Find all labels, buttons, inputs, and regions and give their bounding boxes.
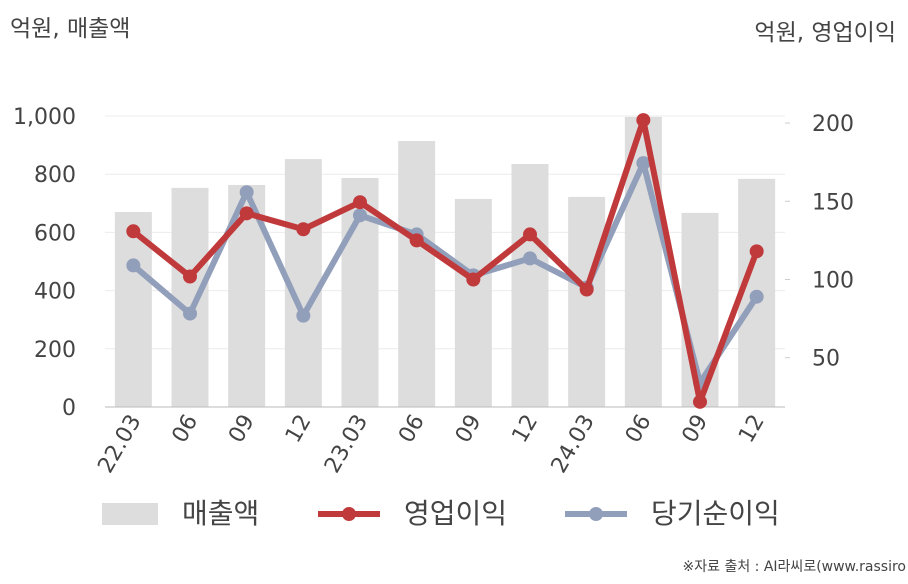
y-tick-label: 1,000	[13, 105, 76, 130]
point	[749, 289, 764, 304]
x-tick-label: 12	[508, 411, 544, 448]
point	[523, 251, 537, 266]
x-tick-label: 24.03	[547, 411, 600, 478]
point	[239, 185, 254, 200]
y-tick-label: 400	[34, 280, 76, 305]
bar	[568, 196, 606, 407]
line	[131, 160, 760, 386]
legend-label: 매출액	[182, 497, 259, 530]
y2-tick-label: 200	[812, 112, 854, 137]
bar	[511, 164, 549, 407]
x-tick-label: 06	[621, 411, 657, 448]
y-tick-label: 800	[34, 163, 76, 188]
bar	[398, 141, 436, 407]
point	[126, 224, 141, 239]
point	[183, 269, 197, 284]
point	[183, 306, 197, 321]
y-axis-label: 억원, 매출액	[10, 16, 130, 42]
bar	[171, 187, 209, 407]
point	[523, 227, 537, 242]
x-tick-label: 12	[734, 411, 770, 448]
source: ※자료 출처 : AI라씨로(www.rassiro	[683, 559, 906, 575]
x-tick-label: 23.03	[320, 411, 373, 478]
x-tick-label: 22.03	[93, 411, 146, 478]
y-tick-label: 200	[34, 338, 76, 363]
point	[353, 208, 367, 223]
point	[466, 272, 481, 287]
point	[693, 394, 707, 409]
point	[636, 113, 651, 128]
point	[353, 195, 367, 210]
legend-label: 영업이익	[404, 497, 507, 530]
x-tick-label: 12	[281, 411, 317, 448]
y2-tick-label: 100	[812, 268, 854, 293]
x-tick-label: 09	[224, 411, 260, 448]
x-tick-label: 09	[678, 411, 714, 448]
x-tick-label: 06	[394, 411, 430, 448]
bar	[454, 198, 492, 407]
x-tick-label: 09	[451, 411, 487, 448]
x-tick-label: 06	[168, 411, 204, 448]
point	[409, 233, 424, 248]
y-tick-label: 600	[34, 221, 76, 246]
point	[296, 308, 311, 323]
y-tick-label: 0	[62, 396, 76, 421]
y2-axis-label: 억원, 영업이익	[754, 20, 896, 46]
point	[296, 222, 311, 237]
point	[239, 206, 254, 221]
y2-tick-label: 50	[812, 347, 840, 372]
legend-label: 당기순이익	[651, 497, 780, 530]
y2-tick-label: 150	[812, 190, 854, 215]
legend-swatch	[102, 503, 158, 525]
point	[126, 258, 141, 273]
point	[749, 244, 764, 259]
point	[579, 282, 594, 297]
legend-swatch	[342, 507, 356, 521]
legend-swatch	[589, 507, 603, 521]
line	[131, 117, 760, 405]
point	[636, 156, 651, 171]
